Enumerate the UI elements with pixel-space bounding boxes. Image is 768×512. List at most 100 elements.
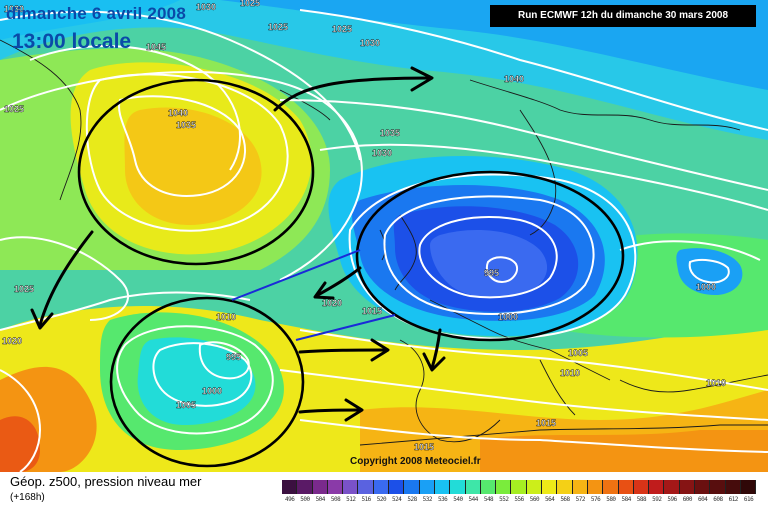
color-scale-swatch [587, 480, 604, 494]
color-scale-value: 568 [560, 496, 570, 503]
color-scale-value: 496 [284, 496, 295, 503]
color-scale-value: 616 [743, 496, 754, 503]
color-scale-swatch [710, 480, 726, 494]
annotation-shapes [77, 78, 625, 468]
pressure-label: 1020 [322, 298, 342, 308]
pressure-label: 1035 [176, 120, 196, 130]
color-scale-value: 552 [499, 496, 509, 503]
color-scale-value: 532 [422, 496, 433, 503]
color-scale-swatch [740, 480, 757, 494]
color-scale-swatch [649, 480, 665, 494]
color-scale-value: 604 [697, 496, 708, 503]
isobar-low-995 [486, 256, 518, 284]
isobar-1015-south [299, 419, 768, 453]
color-scale-swatch [419, 480, 435, 494]
field-zone-low-core [430, 230, 548, 298]
color-scale-value: 500 [300, 496, 310, 503]
color-scale-value: 528 [407, 496, 417, 503]
forecast-time: 13:00 locale [12, 30, 132, 53]
pressure-label: 1030 [372, 148, 392, 158]
color-scale-swatch [603, 480, 619, 494]
color-scale-swatch [511, 480, 527, 494]
coast-iceland [279, 89, 331, 121]
color-scale-value: 556 [514, 496, 524, 503]
pressure-label: 1045 [146, 42, 166, 52]
color-scale-value: 512 [346, 496, 356, 503]
pressure-label: 1010 [560, 368, 580, 378]
pressure-label: 1040 [504, 74, 524, 84]
coast-france [429, 299, 611, 381]
isobar-1035-loop [85, 73, 289, 232]
color-scale-value: 504 [315, 496, 326, 503]
pressure-label: 1005 [568, 348, 588, 358]
color-scale [282, 480, 757, 494]
color-scale-swatch [664, 480, 680, 494]
annotation-arrows [30, 66, 446, 422]
pressure-label: 1005 [176, 400, 196, 410]
arrowhead-atl-east [370, 338, 390, 362]
color-scale-value: 580 [606, 496, 616, 503]
pressure-label: 1025 [14, 284, 34, 294]
isobar-1025-west [0, 236, 130, 321]
isobar-atl-1010 [116, 325, 274, 435]
coast-britain [394, 214, 417, 291]
color-scale-value: 612 [728, 496, 739, 503]
color-scale-value: 588 [636, 496, 647, 503]
color-scale-swatch [373, 480, 390, 494]
arrowhead-northeast [410, 66, 434, 92]
color-scale-swatch [496, 480, 512, 494]
color-scale-swatch [557, 480, 573, 494]
arrow-atl-southeast [298, 408, 362, 414]
color-scale-swatch [312, 480, 328, 494]
circle-high-greenland [77, 78, 315, 266]
color-scale-swatch [434, 480, 451, 494]
arrowhead-low-west [313, 281, 335, 300]
weather-map: 1030 1030 1025 1045 1025 1025 1030 1040 … [0, 0, 768, 472]
pressure-label: 1030 [360, 38, 380, 48]
color-scale-value: 520 [376, 496, 387, 503]
color-scale-value: 540 [453, 496, 463, 503]
pressure-labels: 1030 1030 1025 1045 1025 1025 1030 1040 … [2, 0, 726, 452]
isobar-1030-east [319, 143, 768, 211]
pressure-label: 1000 [498, 312, 518, 322]
color-scale-swatch [450, 480, 466, 494]
pressure-label: 1025 [4, 104, 24, 114]
coast-italy [539, 359, 576, 416]
color-scale-swatch [297, 480, 313, 494]
color-scale-swatch [282, 480, 298, 494]
pressure-label: 1030 [196, 2, 216, 12]
pressure-label: 1040 [168, 108, 188, 118]
connector-upper [231, 249, 361, 301]
color-scale-value: 508 [330, 496, 341, 503]
coast-scandinavia-north [469, 79, 741, 131]
arrowhead-low-south [422, 352, 446, 372]
field-zone-ridge-orange [124, 107, 262, 225]
isobar-atl-1005 [152, 342, 253, 407]
color-scale-value: 516 [361, 496, 371, 503]
color-scale-value: 548 [483, 496, 494, 503]
color-scale-value: 600 [682, 496, 693, 503]
color-scale-labels: 496 500 504 508 512 516 520 524 528 532 536 540 544 5… [282, 496, 756, 503]
isobar-1010-south [279, 369, 768, 421]
pressure-label: 1025 [332, 24, 352, 34]
arrowhead-southwest [30, 308, 54, 330]
color-scale-value: 576 [590, 496, 601, 503]
color-scale-swatch [404, 480, 420, 494]
coast-canada [0, 39, 82, 201]
pressure-label: 995 [226, 352, 241, 362]
color-scale-swatch [480, 480, 497, 494]
field-zone-southwest-red [0, 416, 40, 472]
isobar-1040-core [118, 95, 246, 197]
color-scale-swatch [572, 480, 588, 494]
coast-north-africa [359, 424, 768, 446]
forecast-date: dimanche 6 avril 2008 [6, 4, 186, 23]
arrow-low-west [316, 266, 362, 297]
isobar-1005-south [299, 329, 768, 391]
map-canvas: 1030 1030 1025 1045 1025 1025 1030 1040 … [0, 0, 768, 472]
color-scale-value: 596 [667, 496, 677, 503]
isobar-1000-east [619, 240, 761, 261]
color-scale-swatch [389, 480, 405, 494]
lead-time: (+168h) [10, 492, 45, 503]
color-scale-swatch [679, 480, 696, 494]
pressure-label: 1000 [696, 282, 716, 292]
